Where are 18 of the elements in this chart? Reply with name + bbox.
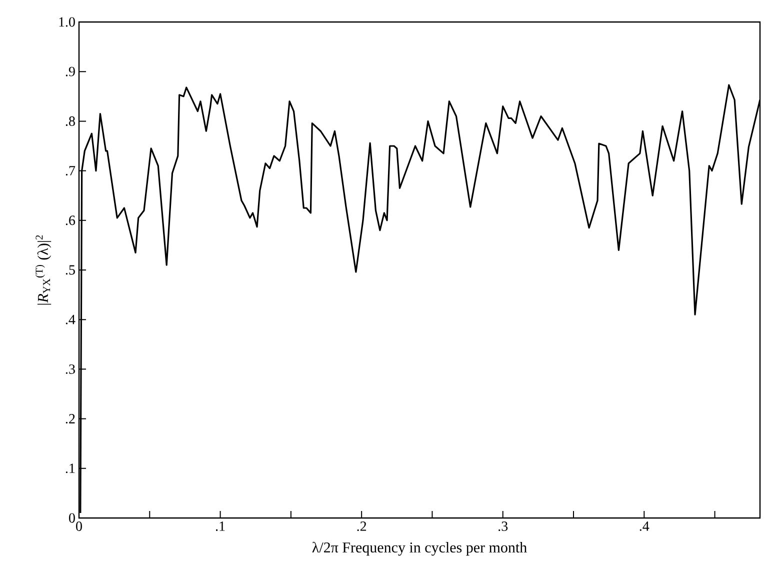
y-tick-label: .2 [66,414,75,424]
y-tick-label: .9 [66,66,75,76]
y-tick-label: .5 [66,265,75,275]
y-axis-title: |R$_{YX}$$^{(T)}$ (λ)|$^{2}$ [35,235,52,305]
y-tick-label: 0 [69,513,75,523]
x-tick-label: .2 [357,522,366,531]
y-tick-label: .7 [66,166,76,176]
y-tick-label: .6 [66,216,76,226]
x-tick-label: .4 [640,522,650,531]
x-tick-label: 0 [76,522,82,531]
x-axis-title: λ/2π Frequency in cycles per month [312,542,527,556]
x-tick-label: .1 [216,522,225,531]
y-tick-label: .3 [66,364,75,374]
y-tick-label: .1 [66,464,75,474]
x-tick-label: .3 [498,522,508,531]
y-tick-label: 1.0 [59,17,75,27]
y-tick-label: .4 [66,314,76,324]
y-tick-label: .8 [66,116,75,126]
